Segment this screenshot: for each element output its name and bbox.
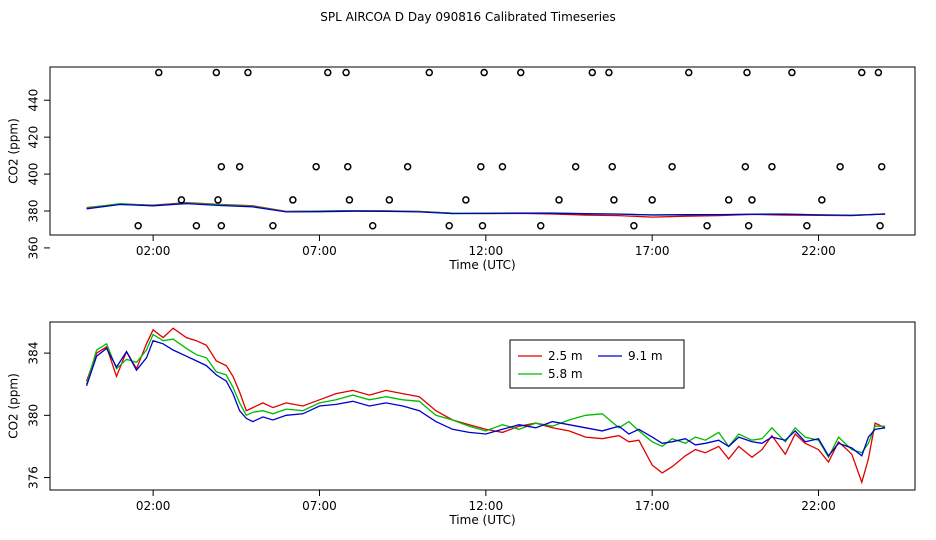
top-calibration-point (724, 196, 733, 204)
top-calibration-point (874, 68, 883, 77)
top-calibration-point (744, 222, 753, 230)
top-calibration-point (803, 222, 811, 230)
legend-label: 9.1 m (628, 349, 663, 363)
top-calibration-point (480, 68, 488, 77)
top-y-tick-label: 400 (27, 163, 41, 186)
bottom-y-tick-label: 384 (27, 342, 41, 365)
top-x-axis-title: Time (UTC) (448, 258, 515, 272)
top-calibration-point (748, 196, 756, 204)
bottom-plot-frame (49, 321, 916, 491)
top-calibration-point (212, 68, 221, 77)
top-calibration-point (385, 196, 394, 204)
top-calibration-point (685, 68, 693, 77)
top-calibration-point (345, 196, 354, 204)
legend: 2.5 m 9.1 m 5.8 m (509, 339, 685, 389)
top-calibration-point (536, 222, 545, 230)
top-calibration-point (177, 196, 186, 204)
bottom-series-s25 (85, 327, 886, 485)
top-calibration-point (788, 68, 796, 77)
top-calibration-point (217, 162, 226, 171)
top-calibration-point (289, 196, 297, 204)
top-calibration-point (876, 222, 884, 230)
top-x-tick-label: 07:00 (302, 244, 337, 258)
legend-label: 2.5 m (548, 349, 583, 363)
top-calibration-point (192, 222, 201, 230)
top-calibration-point (324, 68, 332, 77)
top-calibration-point (312, 162, 320, 171)
top-y-tick-label: 380 (27, 200, 41, 223)
top-calibration-point (858, 68, 866, 77)
top-calibration-point (741, 162, 750, 171)
top-y-tick-label: 420 (27, 126, 41, 149)
top-calibration-point (630, 222, 638, 230)
top-calibration-point (477, 162, 485, 171)
figure-title: SPL AIRCOA D Day 090816 Calibrated Times… (320, 10, 616, 24)
top-x-tick-label: 12:00 (469, 244, 504, 258)
top-x-tick-label: 17:00 (635, 244, 670, 258)
bottom-x-tick-label: 12:00 (469, 499, 504, 513)
top-calibration-point (668, 162, 676, 171)
top-calibration-point (648, 196, 656, 204)
top-calibration-point (269, 222, 277, 230)
top-calibration-point (155, 68, 163, 77)
bottom-x-tick-label: 22:00 (801, 499, 836, 513)
top-calibration-point (517, 68, 525, 77)
top-calibration-point (235, 162, 244, 171)
top-calibration-point (342, 68, 350, 77)
top-y-axis-title: CO2 (ppm) (7, 118, 21, 184)
top-y-tick-label: 440 (27, 89, 41, 112)
bottom-series-s58 (85, 333, 886, 459)
top-plot-frame (49, 66, 916, 236)
legend-label: 5.8 m (548, 367, 583, 381)
bottom-y-tick-label: 380 (27, 404, 41, 427)
top-calibration-point (217, 222, 226, 230)
top-calibration-point (703, 222, 711, 230)
top-calibration-point (588, 68, 597, 77)
bottom-y-tick-label: 376 (27, 466, 41, 489)
top-calibration-point (344, 162, 352, 171)
bottom-x-tick-label: 02:00 (136, 499, 171, 513)
top-calibration-point (445, 222, 453, 230)
bottom-x-axis-title: Time (UTC) (448, 513, 515, 527)
top-calibration-point (214, 196, 222, 204)
top-x-tick-label: 22:00 (801, 244, 836, 258)
top-calibration-point (425, 68, 434, 77)
top-y-tick-label: 360 (27, 236, 41, 259)
top-x-tick-label: 02:00 (136, 244, 171, 258)
top-calibration-point (555, 196, 563, 204)
top-calibration-point (498, 162, 507, 171)
top-calibration-point (836, 162, 844, 171)
bottom-x-tick-label: 07:00 (302, 499, 337, 513)
top-calibration-point (818, 196, 826, 204)
top-calibration-point (877, 162, 886, 171)
legend-box (509, 339, 685, 389)
top-calibration-point (608, 162, 616, 171)
top-calibration-point (368, 222, 377, 230)
top-calibration-point (571, 162, 580, 171)
top-calibration-point (244, 68, 252, 77)
top-series-s91 (86, 202, 886, 217)
top-calibration-point (610, 196, 618, 204)
top-calibration-point (134, 222, 142, 230)
top-calibration-point (743, 68, 751, 77)
top-calibration-point (403, 162, 412, 171)
top-calibration-point (768, 162, 776, 171)
bottom-series-s91 (85, 339, 886, 457)
top-calibration-point (605, 68, 613, 77)
top-calibration-point (462, 196, 470, 204)
bottom-y-axis-title: CO2 (ppm) (7, 373, 21, 439)
bottom-x-tick-label: 17:00 (635, 499, 670, 513)
top-calibration-point (478, 222, 487, 230)
